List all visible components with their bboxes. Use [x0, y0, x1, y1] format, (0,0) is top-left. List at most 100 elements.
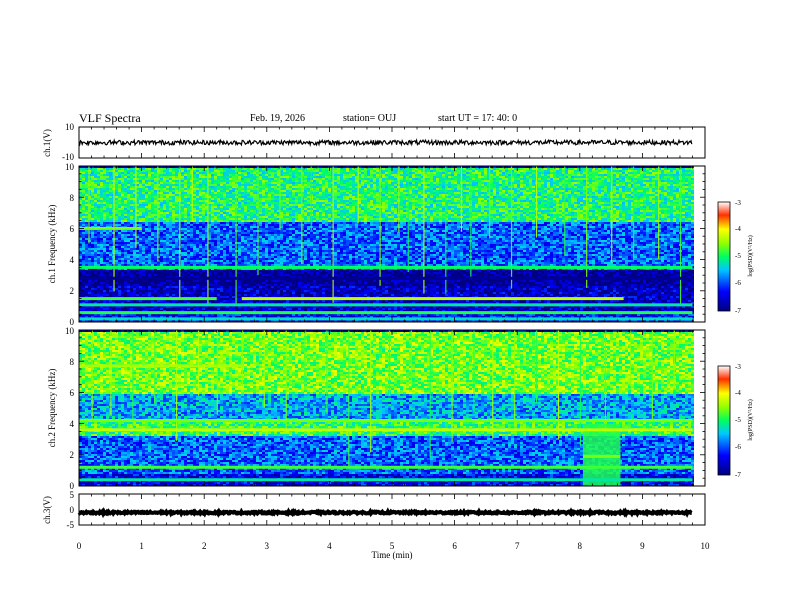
spec-cell	[103, 172, 106, 174]
spec-cell	[199, 290, 202, 292]
spec-cell	[163, 270, 166, 272]
spec-cell	[136, 310, 139, 312]
spec-cell	[208, 248, 211, 250]
spec-cell	[187, 208, 190, 210]
spec-cell	[262, 296, 265, 298]
spec-cell	[253, 196, 256, 198]
spec-cell	[199, 194, 202, 196]
spec-cell	[190, 206, 193, 208]
spec-cell	[184, 270, 187, 272]
spec-cell	[265, 292, 268, 294]
spec-cell	[163, 248, 166, 250]
spec-cell	[124, 238, 127, 240]
spec-cell	[118, 316, 121, 318]
spec-cell	[232, 290, 235, 292]
spec-cell	[172, 196, 175, 198]
spec-cell	[82, 224, 85, 226]
spec-cell	[199, 250, 202, 252]
spec-cell	[79, 244, 82, 246]
spec-cell	[205, 242, 208, 244]
spec-cell	[265, 180, 268, 182]
spec-cell	[241, 288, 244, 290]
spec-cell	[151, 316, 154, 318]
spec-cell	[205, 262, 208, 264]
spec-cell	[250, 264, 253, 266]
spec-cell	[106, 294, 109, 296]
spec-cell	[127, 230, 130, 232]
spec-cell	[166, 292, 169, 294]
spec-cell	[157, 246, 160, 248]
spec-cell	[205, 240, 208, 242]
spec-cell	[268, 252, 271, 254]
spec-cell	[265, 186, 268, 188]
spec-cell	[82, 260, 85, 262]
spec-cell	[100, 186, 103, 188]
spec-cell	[154, 212, 157, 214]
spec-cell	[232, 214, 235, 216]
spec-cell	[259, 252, 262, 254]
spec-cell	[79, 314, 82, 316]
spec-cell	[244, 310, 247, 312]
spec-cell	[259, 242, 262, 244]
spec-cell	[262, 268, 265, 270]
spec-cell	[100, 302, 103, 304]
spec-cell	[100, 310, 103, 312]
spec-cell	[268, 280, 271, 282]
spec-cell	[127, 208, 130, 210]
spec-cell	[136, 184, 139, 186]
spec-cell	[133, 314, 136, 316]
spec-cell	[223, 296, 226, 298]
spec-cell	[226, 192, 229, 194]
spec-cell	[199, 220, 202, 222]
spec-cell	[241, 218, 244, 220]
spec-cell	[190, 248, 193, 250]
spec-cell	[193, 242, 196, 244]
spec-cell	[169, 182, 172, 184]
spec-cell	[139, 292, 142, 294]
spec-cell	[214, 310, 217, 312]
spec-cell	[214, 252, 217, 254]
spec-cell	[103, 188, 106, 190]
spec-cell	[214, 242, 217, 244]
spec-cell	[139, 210, 142, 212]
spec-cell	[139, 180, 142, 182]
spec-cell	[109, 284, 112, 286]
spec-cell	[121, 190, 124, 192]
spec-cell	[232, 200, 235, 202]
spec-cell	[121, 282, 124, 284]
spec-cell	[187, 204, 190, 206]
spec-cell	[121, 248, 124, 250]
spec-cell	[166, 288, 169, 290]
spec-cell	[145, 292, 148, 294]
spec-cell	[178, 300, 181, 302]
spec-cell	[172, 206, 175, 208]
spec-cell	[223, 240, 226, 242]
spec-cell	[247, 310, 250, 312]
spec-cell	[127, 238, 130, 240]
spec-cell	[106, 178, 109, 180]
spec-cell	[160, 198, 163, 200]
spec-cell	[220, 256, 223, 258]
spec-cell	[91, 234, 94, 236]
spec-cell	[184, 210, 187, 212]
spec-cell	[205, 258, 208, 260]
spec-cell	[115, 252, 118, 254]
spec-cell	[148, 280, 151, 282]
spec-cell	[268, 248, 271, 250]
spec-cell	[217, 224, 220, 226]
spec-cell	[97, 236, 100, 238]
spec-cell	[247, 256, 250, 258]
spec-cell	[205, 166, 208, 168]
spec-cell	[157, 310, 160, 312]
spec-cell	[184, 182, 187, 184]
spec-cell	[232, 292, 235, 294]
spec-cell	[154, 226, 157, 228]
spec-cell	[151, 214, 154, 216]
spec-cell	[232, 302, 235, 304]
spec-cell	[91, 290, 94, 292]
spec-cell	[250, 248, 253, 250]
spec-cell	[130, 230, 133, 232]
spec-cell	[85, 240, 88, 242]
spec-cell	[175, 300, 178, 302]
spec-cell	[115, 250, 118, 252]
